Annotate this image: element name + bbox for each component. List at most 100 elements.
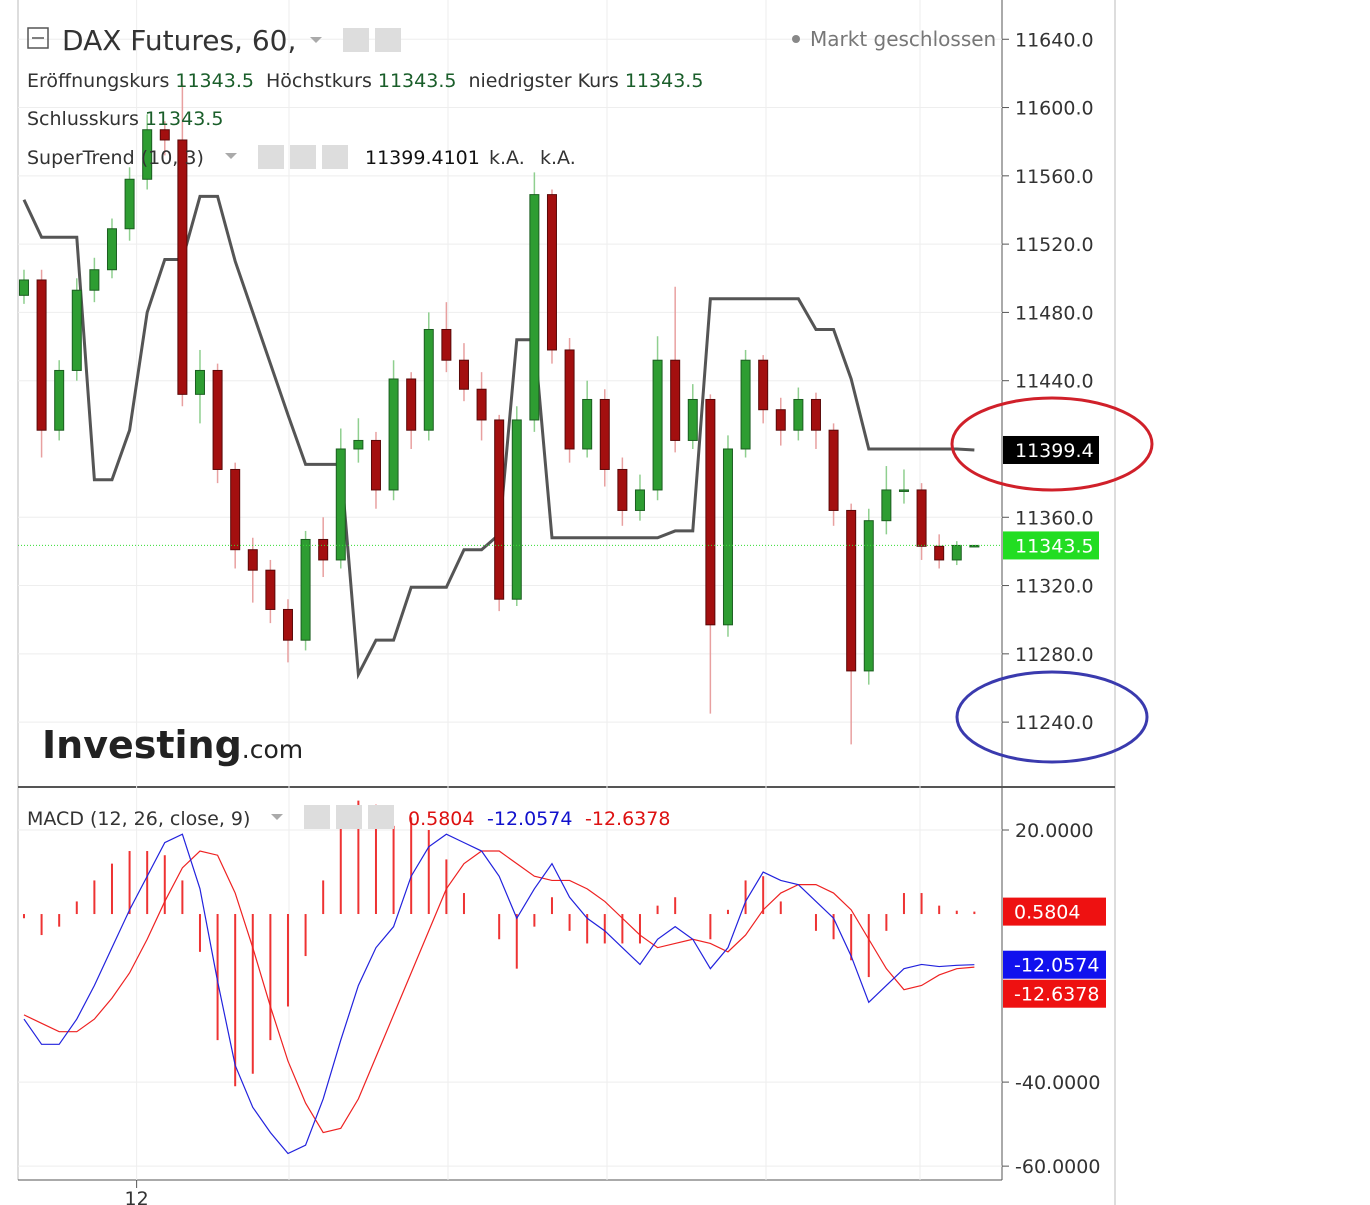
supertrend-badge-label: 11399.4: [1015, 440, 1094, 462]
price-badge-label: 11343.5: [1015, 535, 1094, 557]
candle-body: [476, 388, 487, 421]
candle-body: [969, 544, 980, 548]
y-tick-label: 11560.0: [1015, 166, 1094, 188]
candle-body: [634, 489, 645, 511]
y-tick-label: 11320.0: [1015, 576, 1094, 598]
candle-body: [36, 279, 47, 431]
ohlc-label: Schlusskurs: [27, 108, 139, 130]
candle-body: [617, 468, 628, 511]
indicator-na: k.A.: [489, 147, 525, 169]
watermark-suffix: .com: [242, 735, 303, 764]
macd-signal-value: -12.6378: [585, 808, 670, 830]
candle-body: [687, 398, 698, 441]
candle-body: [546, 194, 557, 351]
x-tick-label: 12: [125, 1188, 149, 1205]
macd-hist-value: 0.5804: [408, 808, 474, 830]
candle-body: [458, 359, 469, 390]
ohlc-line: Eröffnungskurs 11343.5 Höchstkurs 11343.5 ni…: [27, 70, 703, 92]
settings-button[interactable]: [336, 805, 362, 829]
supertrend-badge: [1003, 435, 1099, 464]
remove-button[interactable]: [322, 145, 348, 169]
eye-button[interactable]: [258, 145, 284, 169]
macd-title: MACD (12, 26, close, 9): [27, 808, 250, 830]
ohlc-label: Höchstkurs: [266, 70, 372, 92]
candle-body: [564, 349, 575, 450]
indicator-value: 11399.4101: [365, 147, 480, 169]
dropdown-caret[interactable]: [225, 153, 237, 159]
candle-body: [916, 489, 927, 547]
settings-button[interactable]: [375, 28, 401, 52]
candle-body: [247, 549, 258, 571]
macd-badge-label: -12.6378: [1014, 984, 1099, 1006]
candle-body: [722, 448, 733, 626]
plot-layer: 11240.0 11280.0 11320.0 11360.0 11440.0 11480…: [18, 0, 1106, 1205]
vertical-grid: [288, 0, 921, 1180]
candle-body: [406, 378, 417, 431]
macd-badge: [1003, 897, 1106, 926]
dropdown-caret[interactable]: [271, 814, 283, 820]
candle-body: [529, 194, 540, 421]
ohlc-line: Schlusskurs 11343.5: [27, 108, 223, 130]
ohlc-value: 11343.5: [625, 70, 704, 92]
macd-badge: [1003, 950, 1106, 979]
eye-button[interactable]: [304, 805, 330, 829]
signal-line: [23, 850, 975, 1134]
candle-body: [300, 538, 311, 641]
dropdown-caret[interactable]: [310, 37, 322, 43]
candle-body: [898, 489, 909, 492]
chart-title: DAX Futures, 60,: [62, 24, 296, 57]
macd-value: -12.0574: [487, 808, 572, 830]
y-tick-label: 11480.0: [1015, 302, 1094, 324]
candle-body: [318, 538, 329, 561]
macd-badge-label: -12.0574: [1014, 955, 1099, 977]
ohlc-label: Eröffnungskurs: [27, 70, 169, 92]
candle-body: [423, 328, 434, 431]
candle-body: [599, 398, 610, 470]
candle-body: [881, 489, 892, 522]
eye-button[interactable]: [343, 28, 369, 52]
candle-body: [793, 398, 804, 431]
ohlc-value: 11343.5: [378, 70, 457, 92]
candle-body: [758, 359, 769, 411]
collapse-button[interactable]: [27, 27, 49, 49]
candle-body: [18, 279, 29, 296]
y-tick-label: 11520.0: [1015, 234, 1094, 256]
candle-body: [194, 369, 205, 395]
candle-body: [846, 509, 857, 672]
candle-body: [353, 439, 364, 450]
watermark-brand: Investing: [42, 723, 242, 767]
candle-body: [951, 544, 962, 561]
candle-body: [159, 129, 170, 141]
remove-button[interactable]: [368, 805, 394, 829]
candle-body: [124, 178, 135, 230]
y-tick-label: 11600.0: [1015, 98, 1094, 120]
y-tick-label: 11440.0: [1015, 371, 1094, 393]
indicator-name: SuperTrend (10, 3): [27, 147, 204, 169]
candle-body: [705, 398, 716, 626]
candle-body: [441, 328, 452, 361]
blue-ellipse: [955, 670, 1149, 764]
red-ellipse: [950, 396, 1154, 492]
candle-body: [388, 378, 399, 491]
candle-body: [370, 439, 381, 491]
candle-body: [106, 228, 117, 271]
candle-body: [282, 608, 293, 641]
settings-button[interactable]: [290, 145, 316, 169]
candle-body: [54, 369, 65, 431]
candle-body: [828, 429, 839, 511]
candle-body: [177, 139, 188, 395]
candle-body: [212, 369, 223, 470]
candle-body: [494, 419, 505, 600]
y-tick-label: -60.0000: [1015, 1156, 1100, 1178]
macd-badge-label: 0.5804: [1014, 902, 1080, 924]
candle-body: [265, 569, 276, 610]
y-tick-label: 11280.0: [1015, 644, 1094, 666]
candle-body: [810, 398, 821, 431]
market-status: Markt geschlossen: [810, 27, 996, 51]
y-tick-label: 11640.0: [1015, 29, 1094, 51]
status-dot: [792, 35, 800, 43]
candle-body: [775, 409, 786, 431]
candle-body: [652, 359, 663, 491]
candle-body: [934, 545, 945, 561]
